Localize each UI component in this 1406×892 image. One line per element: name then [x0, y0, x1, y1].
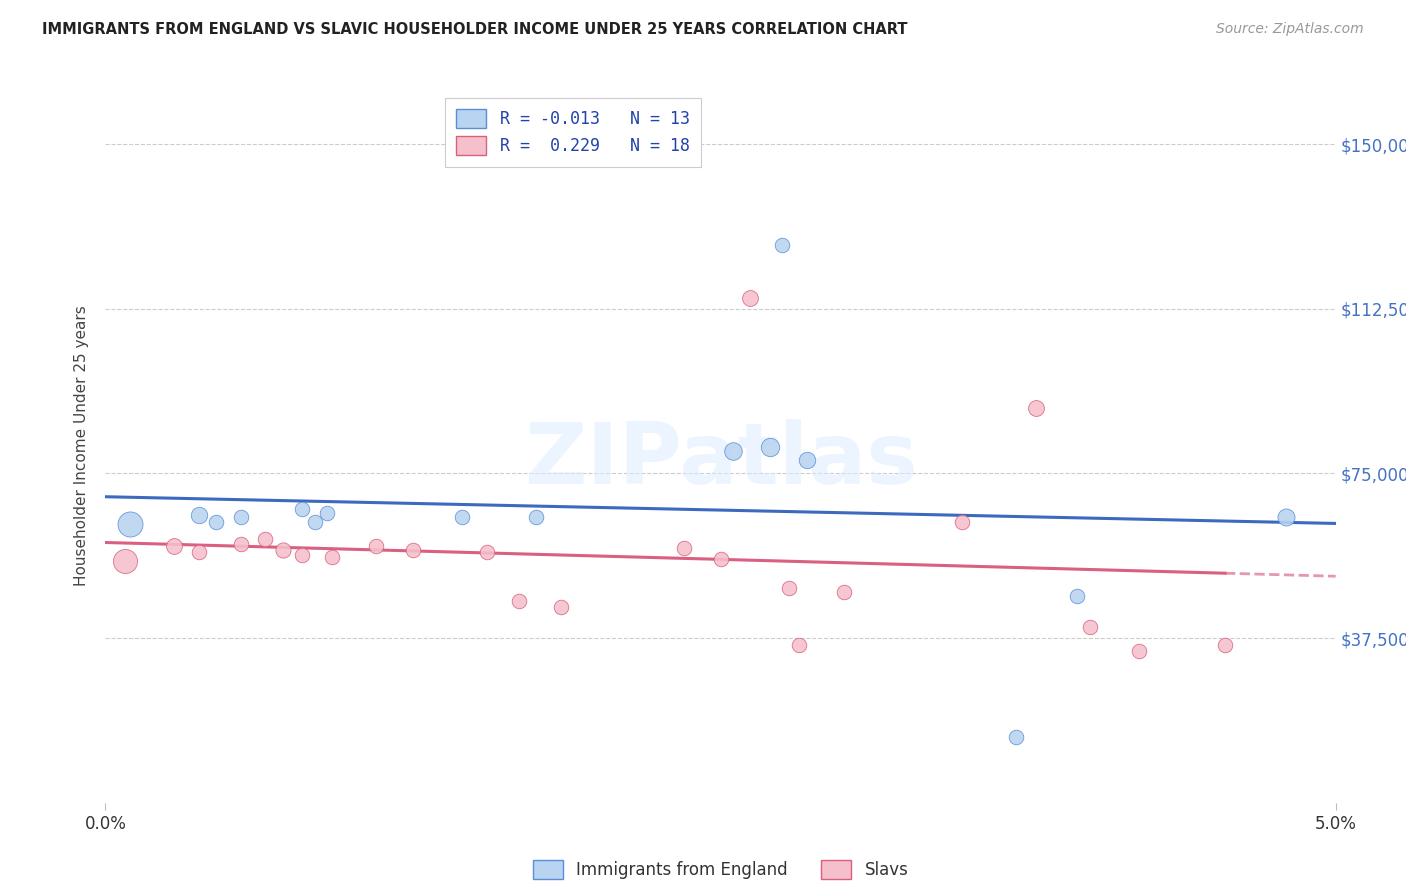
Point — [550, 600, 572, 615]
Point — [1128, 644, 1150, 658]
Point — [163, 539, 186, 553]
Point — [740, 291, 762, 305]
Point — [950, 515, 973, 529]
Point — [1024, 401, 1046, 415]
Point — [321, 549, 343, 564]
Point — [315, 506, 337, 520]
Point — [779, 581, 801, 595]
Legend: Immigrants from England, Slavs: Immigrants from England, Slavs — [524, 851, 917, 888]
Point — [1275, 510, 1298, 524]
Point — [832, 585, 855, 599]
Point — [759, 440, 782, 454]
Point — [1066, 590, 1088, 604]
Point — [402, 543, 425, 558]
Point — [291, 548, 314, 562]
Point — [475, 545, 498, 559]
Point — [672, 541, 695, 555]
Text: ZIPatlas: ZIPatlas — [523, 418, 918, 502]
Point — [229, 537, 252, 551]
Point — [366, 539, 388, 553]
Point — [721, 444, 744, 458]
Point — [120, 516, 141, 531]
Point — [254, 533, 277, 547]
Point — [451, 510, 474, 524]
Point — [796, 453, 818, 467]
Point — [291, 501, 314, 516]
Point — [271, 543, 294, 558]
Point — [524, 510, 547, 524]
Point — [787, 638, 810, 652]
Point — [304, 515, 326, 529]
Point — [229, 510, 252, 524]
Point — [1213, 638, 1236, 652]
Point — [508, 594, 530, 608]
Point — [1078, 620, 1101, 634]
Point — [205, 515, 228, 529]
Point — [188, 508, 211, 523]
Y-axis label: Householder Income Under 25 years: Householder Income Under 25 years — [75, 306, 90, 586]
Text: Source: ZipAtlas.com: Source: ZipAtlas.com — [1216, 22, 1364, 37]
Point — [188, 545, 211, 559]
Point — [710, 552, 733, 566]
Point — [114, 554, 136, 568]
Text: IMMIGRANTS FROM ENGLAND VS SLAVIC HOUSEHOLDER INCOME UNDER 25 YEARS CORRELATION : IMMIGRANTS FROM ENGLAND VS SLAVIC HOUSEH… — [42, 22, 908, 37]
Point — [770, 238, 793, 252]
Point — [1004, 730, 1026, 744]
